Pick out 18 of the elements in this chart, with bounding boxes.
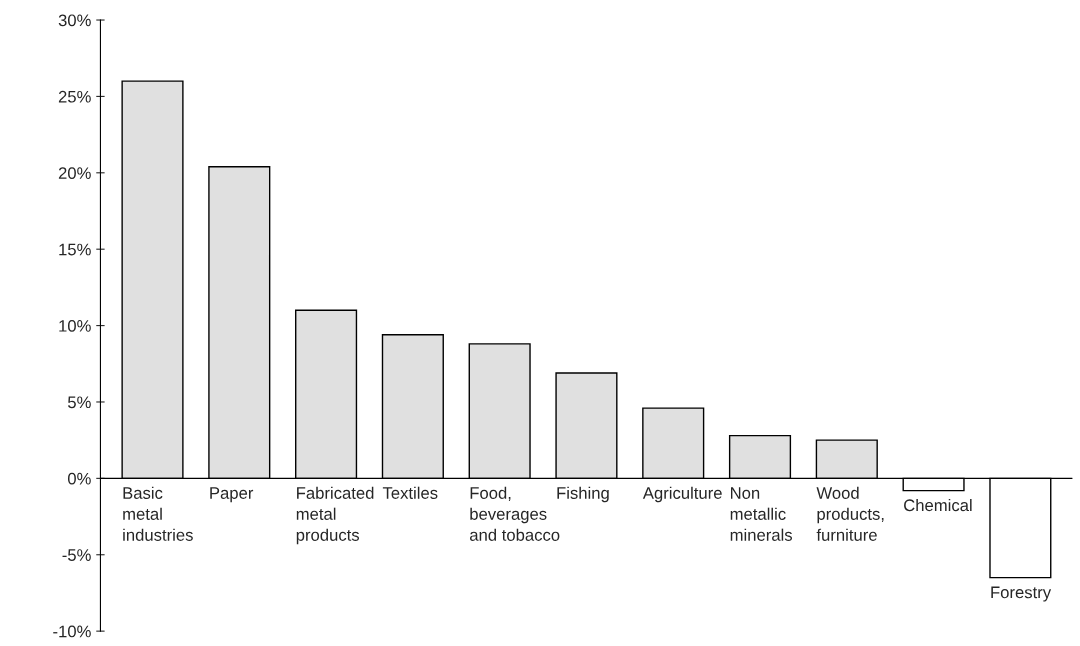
y-tick-label: 0% [67, 472, 91, 485]
x-tick-label: Fabricated metal products [296, 486, 374, 545]
y-tick-label: 30% [58, 14, 91, 27]
x-tick-label: Chemical [904, 498, 972, 512]
x-tick-label: Basic metal industries [123, 486, 193, 541]
x-tick-label: Paper [210, 487, 254, 503]
x-tick-label: Forestry [991, 586, 1052, 602]
y-tick-label: -10% [53, 625, 91, 638]
y-tick-label: -5% [62, 549, 91, 561]
y-tick-label: 15% [59, 243, 91, 256]
y-tick-label: 5% [67, 396, 91, 409]
y-tick-label: 20% [58, 167, 91, 180]
x-tick-label: Textiles [382, 486, 438, 499]
x-tick-label: Non metallic minerals [730, 487, 793, 541]
y-tick-label: 25% [58, 90, 91, 103]
x-tick-label: Wood products, furniture [816, 486, 884, 541]
y-tick-label: 10% [59, 319, 91, 332]
x-tick-label: Agriculture [642, 486, 722, 503]
